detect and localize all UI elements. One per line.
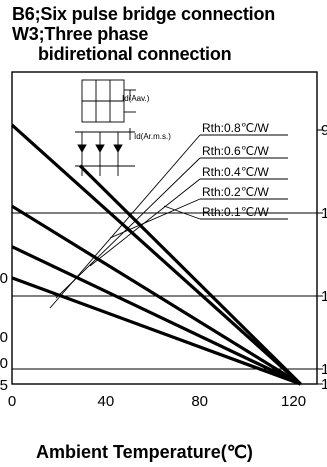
left-tick-label: 0	[0, 270, 8, 287]
rth-leader-line	[55, 157, 201, 299]
x-axis-label: Ambient Temperature(℃)	[36, 442, 253, 462]
rth-label-2: Rth:0.6℃/W	[202, 144, 270, 158]
left-tick-label: 0	[0, 355, 8, 372]
rth-leader-line	[109, 198, 201, 239]
rth-label-1: Rth:0.8℃/W	[202, 121, 270, 135]
right-tick-label: 1	[321, 205, 327, 222]
right-tick-label: 1	[321, 288, 327, 305]
series-line-4	[11, 245, 302, 386]
right-tick-label: 1	[321, 361, 327, 378]
rth-label-3: Rth:0.4℃/W	[202, 165, 270, 179]
chart-title-line-1: B6;Six pulse bridge connection	[12, 4, 276, 24]
rth-label-5: Rth:0.1℃/W	[202, 205, 270, 219]
x-tick-label: 80	[191, 393, 208, 410]
right-tick-label: 1	[321, 376, 327, 393]
x-tick-label: 40	[98, 393, 115, 410]
series-line-2	[10, 123, 302, 386]
dc-current-label: Id(Aav.)	[122, 94, 150, 103]
series-line-5	[11, 276, 302, 386]
x-tick-label: 0	[8, 393, 16, 410]
right-tick-label: 9	[321, 122, 327, 139]
left-tick-label: 0	[0, 329, 8, 346]
circuit-inset-diagram	[75, 79, 136, 176]
x-tick-label: 120	[281, 393, 306, 410]
plot-frame	[11, 71, 318, 385]
rth-leader-line	[163, 205, 201, 220]
left-tick-label: 5	[0, 377, 8, 394]
series-line-1	[78, 164, 302, 386]
chart-title-line-3: bidiretional connection	[38, 44, 232, 64]
series-line-3	[11, 204, 302, 386]
rth-label-4: Rth:0.2℃/W	[202, 185, 270, 199]
chart-title-line-2: W3;Three phase	[12, 24, 149, 44]
rms-current-label: Id(Ar.m.s.)	[134, 132, 171, 141]
